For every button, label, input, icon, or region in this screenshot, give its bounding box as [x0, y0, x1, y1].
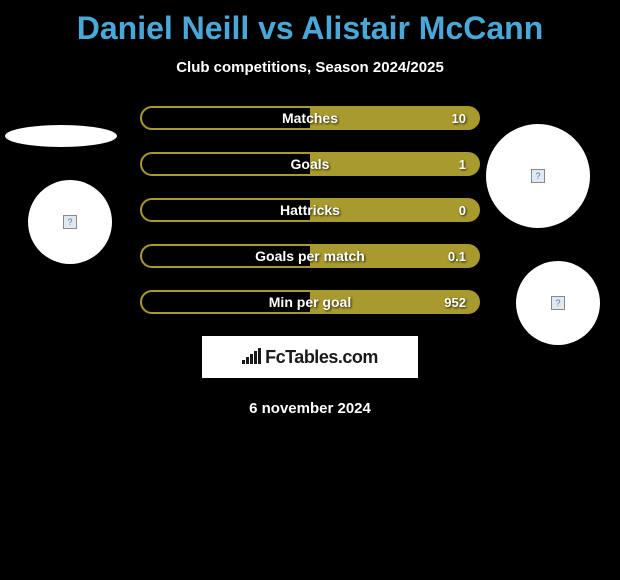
stat-label: Goals per match [255, 248, 365, 264]
page-title: Daniel Neill vs Alistair McCann [77, 10, 544, 47]
stat-label: Goals [291, 156, 330, 172]
subtitle: Club competitions, Season 2024/2025 [176, 59, 444, 76]
stat-label: Matches [282, 110, 338, 126]
stat-value: 0 [459, 203, 466, 218]
branding-text: FcTables.com [265, 347, 378, 368]
stat-value: 1 [459, 157, 466, 172]
branding-icon [242, 348, 262, 366]
stat-label: Min per goal [269, 294, 351, 310]
stats-area: Matches 10 Goals 1 Hattricks 0 Goals per… [0, 106, 620, 366]
stat-bar-matches: Matches 10 [140, 106, 480, 130]
main-container: Daniel Neill vs Alistair McCann Club com… [0, 0, 620, 376]
stat-bar-goals-per-match: Goals per match 0.1 [140, 244, 480, 268]
stat-bar-min-per-goal: Min per goal 952 [140, 290, 480, 314]
stat-value: 0.1 [448, 249, 466, 264]
stat-value: 952 [444, 295, 466, 310]
stat-label: Hattricks [280, 202, 340, 218]
stat-bar-goals: Goals 1 [140, 152, 480, 176]
date-text: 6 november 2024 [0, 400, 620, 417]
branding-box: FcTables.com [202, 336, 418, 378]
stat-value: 10 [452, 111, 466, 126]
stat-bar-hattricks: Hattricks 0 [140, 198, 480, 222]
